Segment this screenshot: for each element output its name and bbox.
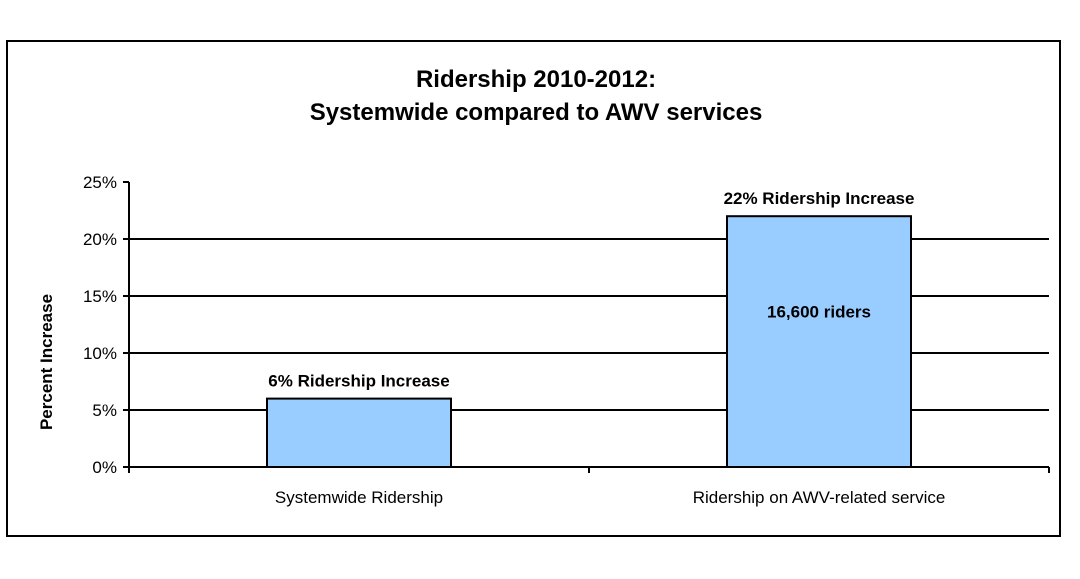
y-axis-label: Percent Increase (37, 294, 56, 430)
chart-frame: Ridership 2010-2012: Systemwide compared… (6, 40, 1061, 537)
y-tick-label: 10% (83, 344, 117, 363)
bar (726, 215, 912, 468)
x-category-label: Ridership on AWV-related service (693, 488, 946, 507)
x-category-label: Systemwide Ridership (275, 488, 443, 507)
y-tick-label: 25% (83, 173, 117, 192)
y-tick-label: 15% (83, 287, 117, 306)
bar-top-label: 6% Ridership Increase (268, 372, 449, 391)
bar-top-label: 22% Ridership Increase (724, 189, 915, 208)
bar-chart: Ridership 2010-2012: Systemwide compared… (37, 66, 1050, 507)
y-tick-label: 5% (92, 401, 117, 420)
chart-title-line-1: Ridership 2010-2012: (416, 66, 656, 93)
y-tick-label: 0% (92, 458, 117, 477)
bar (266, 397, 452, 469)
y-tick-label: 20% (83, 230, 117, 249)
bar-inside-label: 16,600 riders (767, 303, 871, 322)
chart-title-line-2: Systemwide compared to AWV services (310, 99, 763, 126)
